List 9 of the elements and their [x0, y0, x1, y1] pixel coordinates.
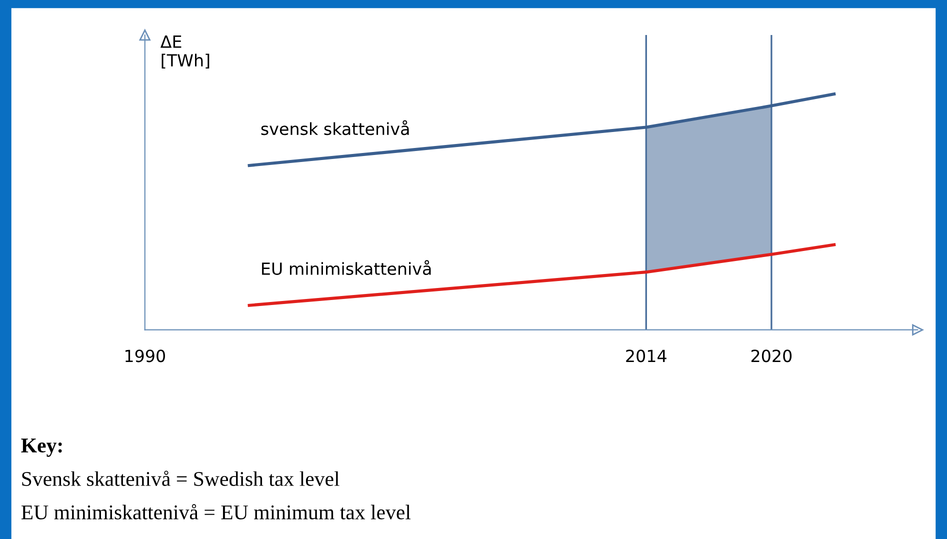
x-tick-label: 2014	[626, 350, 666, 362]
y-axis-title: ΔE [TWh]	[160, 36, 210, 69]
x-tick-label: 2020	[751, 350, 792, 362]
series-label: EU minimiskattenivå	[262, 260, 431, 276]
text: EU minimiskattenivå = EU minimum tax level	[21, 504, 411, 520]
series-label: svensk skattenivå	[261, 120, 409, 136]
text: Svensk skattenivå = Swedish tax level	[22, 470, 340, 486]
text: Key:	[21, 438, 62, 457]
x-tick-label: 1990	[126, 350, 165, 362]
